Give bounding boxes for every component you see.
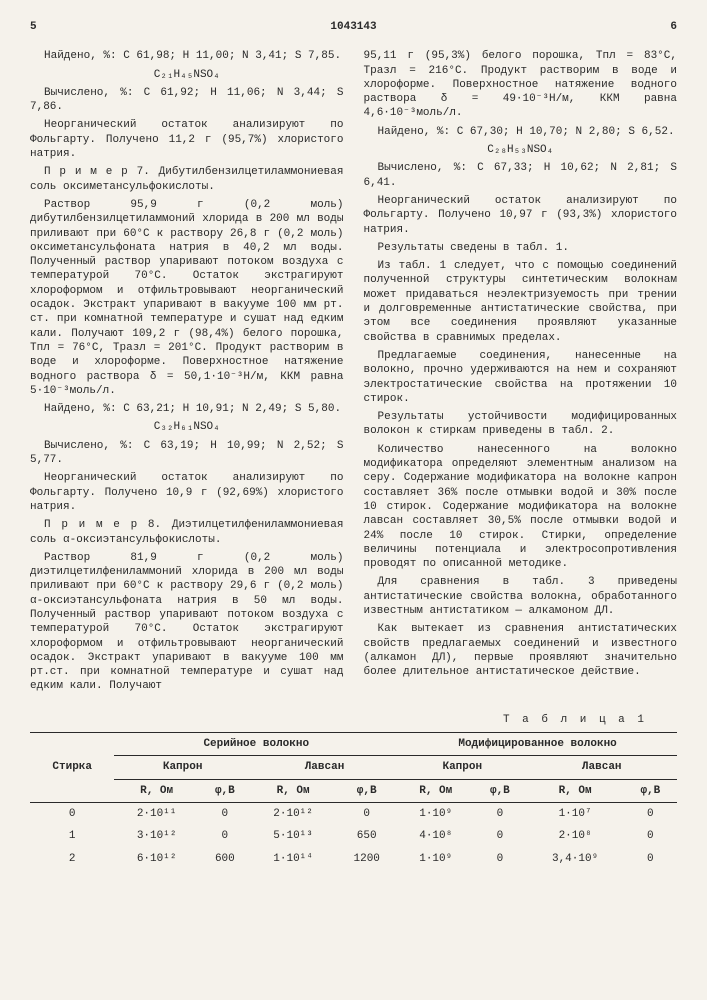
col-modified: Модифицированное волокно: [398, 733, 677, 756]
col-unit: φ,В: [199, 779, 251, 802]
para: Предлагаемые соединения, нанесенные на в…: [364, 349, 678, 406]
para: Для сравнения в табл. 3 приведены антист…: [364, 575, 678, 618]
formula: C₂₈H₅₃NSO₄: [364, 143, 678, 157]
table-cell: 0: [624, 802, 677, 825]
formula: C₂₁H₄₅NSO₄: [30, 68, 344, 82]
table-cell: 2·10⁸: [526, 825, 623, 847]
para: Как вытекает из сравнения антистатически…: [364, 622, 678, 679]
page-num-left: 5: [30, 20, 37, 34]
para: Раствор 81,9 г (0,2 моль) диэтилцетилфен…: [30, 551, 344, 694]
col-unit: R, Ом: [526, 779, 623, 802]
para: Раствор 95,9 г (0,2 моль) дибутилбензилц…: [30, 198, 344, 398]
col-lavsan: Лавсан: [251, 756, 398, 779]
col-kapron2: Капрон: [398, 756, 526, 779]
col-kapron: Капрон: [114, 756, 250, 779]
col-unit: φ,В: [473, 779, 526, 802]
table-cell: 0: [624, 848, 677, 870]
para: Неорганический остаток анализируют по Фо…: [364, 194, 678, 237]
para: Результаты сведены в табл. 1.: [364, 241, 678, 255]
table-cell: 1·10¹⁴: [251, 848, 335, 870]
para: Вычислено, %: C 67,33; H 10,62; N 2,81; …: [364, 161, 678, 190]
table-cell: 3·10¹²: [114, 825, 198, 847]
para: Из табл. 1 следует, что с помощью соедин…: [364, 259, 678, 345]
table-1: Стирка Серийное волокно Модифицированное…: [30, 732, 677, 870]
para: Неорганический остаток анализируют по Фо…: [30, 471, 344, 514]
para: П р и м е р 7. Дибутилбензилцетиламмоние…: [30, 165, 344, 194]
formula: C₃₂H₆₁NSO₄: [30, 420, 344, 434]
left-column: Найдено, %: C 61,98; H 11,00; N 3,41; S …: [30, 49, 344, 697]
para: Неорганический остаток анализируют по Фо…: [30, 118, 344, 161]
table-cell: 3,4·10⁹: [526, 848, 623, 870]
table-cell: 650: [335, 825, 398, 847]
table-cell: 0: [335, 802, 398, 825]
table-cell: 1·10⁷: [526, 802, 623, 825]
table-cell: 0: [199, 802, 251, 825]
para: Количество нанесенного на волокно модифи…: [364, 443, 678, 572]
col-serial: Серийное волокно: [114, 733, 398, 756]
table-cell: 0: [30, 802, 114, 825]
table-cell: 4·10⁸: [398, 825, 473, 847]
para: П р и м е р 8. Диэтилцетилфениламмониева…: [30, 518, 344, 547]
para: Вычислено, %: C 63,19; H 10,99; N 2,52; …: [30, 439, 344, 468]
table-cell: 6·10¹²: [114, 848, 198, 870]
table-cell: 5·10¹³: [251, 825, 335, 847]
table-cell: 2·10¹¹: [114, 802, 198, 825]
col-stirka: Стирка: [30, 733, 114, 802]
text-columns: Найдено, %: C 61,98; H 11,00; N 3,41; S …: [30, 49, 677, 697]
table-unit-row: R, Ом φ,В R, Ом φ,В R, Ом φ,В R, Ом φ,В: [30, 779, 677, 802]
table-cell: 1·10⁹: [398, 802, 473, 825]
table-cell: 0: [473, 802, 526, 825]
col-unit: R, Ом: [251, 779, 335, 802]
table-cell: 0: [624, 825, 677, 847]
table-cell: 0: [473, 848, 526, 870]
table-subheader-row: Капрон Лавсан Капрон Лавсан: [30, 756, 677, 779]
para: Найдено, %: C 63,21; H 10,91; N 2,49; S …: [30, 402, 344, 416]
para: Результаты устойчивости модифицированных…: [364, 410, 678, 439]
col-unit: R, Ом: [398, 779, 473, 802]
col-unit: φ,В: [335, 779, 398, 802]
table-cell: 2·10¹²: [251, 802, 335, 825]
para: 95,11 г (95,3%) белого порошка, Tпл = 83…: [364, 49, 678, 120]
table-cell: 1·10⁹: [398, 848, 473, 870]
table-cell: 1200: [335, 848, 398, 870]
table-body: 02·10¹¹02·10¹²01·10⁹01·10⁷013·10¹²05·10¹…: [30, 802, 677, 869]
table-header-row: Стирка Серийное волокно Модифицированное…: [30, 733, 677, 756]
table-row: 13·10¹²05·10¹³6504·10⁸02·10⁸0: [30, 825, 677, 847]
table-cell: 0: [473, 825, 526, 847]
para: Найдено, %: C 67,30; H 10,70; N 2,80; S …: [364, 125, 678, 139]
table-cell: 0: [199, 825, 251, 847]
table-row: 26·10¹²6001·10¹⁴12001·10⁹03,4·10⁹0: [30, 848, 677, 870]
col-unit: R, Ом: [114, 779, 198, 802]
col-lavsan2: Лавсан: [526, 756, 677, 779]
col-unit: φ,В: [624, 779, 677, 802]
para: Найдено, %: C 61,98; H 11,00; N 3,41; S …: [30, 49, 344, 63]
right-column: 95,11 г (95,3%) белого порошка, Tпл = 83…: [364, 49, 678, 697]
table-row: 02·10¹¹02·10¹²01·10⁹01·10⁷0: [30, 802, 677, 825]
table-cell: 600: [199, 848, 251, 870]
table-cell: 2: [30, 848, 114, 870]
table-cell: 1: [30, 825, 114, 847]
page-num-right: 6: [670, 20, 677, 34]
para: Вычислено, %: C 61,92; H 11,06; N 3,44; …: [30, 86, 344, 115]
table-title: Т а б л и ц а 1: [30, 713, 647, 727]
doc-number: 1043143: [330, 20, 376, 34]
page-header: 5 1043143 6: [30, 20, 677, 34]
